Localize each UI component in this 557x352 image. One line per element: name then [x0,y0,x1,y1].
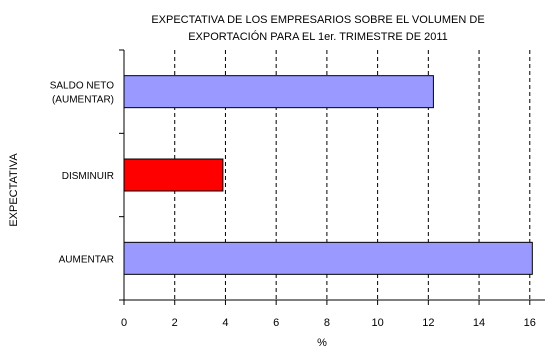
bar-2 [123,241,533,275]
axes [119,49,545,305]
x-tick-label-7: 14 [473,317,485,329]
y-tick-label-0-1: (AUMENTAR) [52,95,114,106]
chart-title-line-1: EXPECTATIVA DE LOS EMPRESARIOS SOBRE EL … [151,14,484,26]
y-axis-label: EXPECTATIVA [8,153,20,227]
y-tick-label-0-0: SALDO NETO [50,81,114,92]
y-tick-labels: SALDO NETO (AUMENTAR) DISMINUIR AUMENTAR [50,81,114,266]
bar-0 [123,75,434,109]
y-tick-label-2-0: AUMENTAR [59,254,114,265]
x-tick-label-3: 6 [273,317,279,329]
y-tick-label-1-0: DISMINUIR [62,171,114,182]
x-tick-label-1: 2 [172,317,178,329]
x-tick-label-2: 4 [222,317,228,329]
x-tick-label-4: 8 [324,317,330,329]
bars [123,75,533,275]
x-axis-label: % [317,337,327,349]
x-tick-label-5: 10 [371,317,383,329]
x-tick-label-8: 16 [524,317,536,329]
bar-1 [123,158,224,192]
x-tick-label-0: 0 [121,317,127,329]
chart-title-line-2: EXPORTACIÓN PARA EL 1er. TRIMESTRE DE 20… [188,30,448,43]
x-tick-labels: 0 2 4 6 8 10 12 14 16 [121,317,536,329]
x-tick-label-6: 12 [422,317,434,329]
